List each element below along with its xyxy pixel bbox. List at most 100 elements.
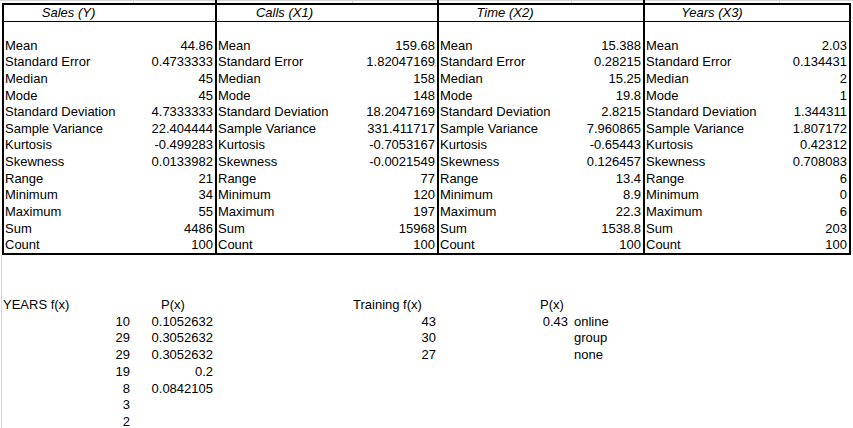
stat-value-cell[interactable]: 2.8215 (601, 104, 641, 119)
stat-label-cell[interactable]: Sample Variance (218, 121, 316, 136)
stat-value-cell[interactable]: 331.411717 (367, 121, 435, 136)
stat-value-cell[interactable]: 0.4733333 (152, 54, 213, 69)
stat-label-cell[interactable]: Sample Variance (646, 121, 744, 136)
training-category-cell[interactable]: none (574, 346, 664, 363)
stat-value-cell[interactable]: 45 (199, 88, 213, 103)
stat-label-cell[interactable]: Median (646, 71, 689, 86)
stat-value-cell[interactable]: 44.86 (180, 38, 213, 53)
stat-label-cell[interactable]: Range (646, 171, 684, 186)
stat-value-cell[interactable]: 0 (840, 187, 847, 202)
stat-label-cell[interactable]: Kurtosis (218, 137, 265, 152)
stat-value-cell[interactable]: 148 (413, 88, 435, 103)
stat-label-cell[interactable]: Mode (646, 88, 679, 103)
stat-value-cell[interactable]: 13.4 (616, 171, 641, 186)
stat-label-cell[interactable]: Standard Deviation (218, 104, 329, 119)
stat-value-cell[interactable]: 45 (199, 71, 213, 86)
training-px-cell[interactable]: 0.43 (480, 313, 568, 330)
stat-label-cell[interactable]: Mean (646, 38, 679, 53)
stat-label-cell[interactable]: Mean (218, 38, 251, 53)
training-fx-cell[interactable]: 27 (352, 346, 436, 363)
years-fx-cell[interactable]: 10 (2, 313, 130, 330)
stat-label-cell[interactable]: Maximum (440, 204, 496, 219)
years-fx-cell[interactable]: 2 (2, 413, 130, 428)
stat-label-cell[interactable]: Standard Error (646, 54, 731, 69)
stat-value-cell[interactable]: -0.0021549 (369, 154, 435, 169)
stat-label-cell[interactable]: Sum (218, 221, 245, 236)
stat-value-cell[interactable]: 15.388 (601, 38, 641, 53)
stat-label-cell[interactable]: Standard Error (218, 54, 303, 69)
stat-label-cell[interactable]: Range (440, 171, 478, 186)
years-px-cell[interactable]: 0.2 (133, 363, 213, 380)
stat-value-cell[interactable]: 34 (199, 187, 213, 202)
stat-label-cell[interactable]: Sum (440, 221, 467, 236)
stat-value-cell[interactable]: -0.7053167 (369, 137, 435, 152)
training-category-cell[interactable]: group (574, 329, 664, 346)
years-px-cell[interactable]: 0.3052632 (133, 329, 213, 346)
stat-value-cell[interactable]: 8.9 (623, 187, 641, 202)
stats-block-header[interactable]: Years (X3) (645, 5, 849, 22)
years-px-header[interactable]: P(x) (133, 296, 213, 313)
training-freq-header[interactable]: Training f(x) (353, 296, 422, 313)
stat-value-cell[interactable]: 100 (191, 237, 213, 252)
stat-value-cell[interactable]: -0.499283 (154, 137, 213, 152)
stat-label-cell[interactable]: Mode (5, 88, 38, 103)
stat-value-cell[interactable]: 0.42312 (800, 137, 847, 152)
stat-label-cell[interactable]: Mode (218, 88, 251, 103)
stat-value-cell[interactable]: 1.807172 (793, 121, 847, 136)
training-fx-cell[interactable]: 43 (352, 313, 436, 330)
stat-value-cell[interactable]: 15.25 (608, 71, 641, 86)
stat-value-cell[interactable]: 6 (840, 204, 847, 219)
stat-label-cell[interactable]: Skewness (440, 154, 499, 169)
stat-value-cell[interactable]: 21 (199, 171, 213, 186)
stats-block-header[interactable]: Time (X2) (439, 5, 643, 22)
stat-label-cell[interactable]: Sample Variance (5, 121, 103, 136)
stat-label-cell[interactable]: Minimum (5, 187, 58, 202)
years-fx-cell[interactable]: 29 (2, 346, 130, 363)
stat-label-cell[interactable]: Kurtosis (5, 137, 52, 152)
stat-value-cell[interactable]: 22.3 (616, 204, 641, 219)
stat-value-cell[interactable]: 6 (840, 171, 847, 186)
stat-value-cell[interactable]: 0.0133982 (152, 154, 213, 169)
stats-block-header[interactable]: Calls (X1) (217, 5, 437, 22)
stat-label-cell[interactable]: Minimum (646, 187, 699, 202)
years-fx-cell[interactable]: 19 (2, 363, 130, 380)
years-px-cell[interactable]: 0.3052632 (133, 346, 213, 363)
training-fx-cell[interactable]: 30 (352, 329, 436, 346)
years-fx-cell[interactable]: 3 (2, 396, 130, 413)
stat-label-cell[interactable]: Kurtosis (440, 137, 487, 152)
stat-label-cell[interactable]: Maximum (218, 204, 274, 219)
stat-label-cell[interactable]: Maximum (646, 204, 702, 219)
stat-label-cell[interactable]: Standard Deviation (440, 104, 551, 119)
stat-label-cell[interactable]: Standard Deviation (646, 104, 757, 119)
stat-label-cell[interactable]: Count (440, 237, 475, 252)
stat-label-cell[interactable]: Standard Deviation (5, 104, 116, 119)
stat-value-cell[interactable]: 15968 (399, 221, 435, 236)
stat-label-cell[interactable]: Median (440, 71, 483, 86)
years-freq-header[interactable]: YEARS f(x) (3, 296, 69, 313)
stat-value-cell[interactable]: 197 (413, 204, 435, 219)
stat-value-cell[interactable]: 100 (825, 237, 847, 252)
stat-value-cell[interactable]: 2.03 (822, 38, 847, 53)
stat-label-cell[interactable]: Range (218, 171, 256, 186)
stat-value-cell[interactable]: 100 (413, 237, 435, 252)
years-fx-cell[interactable]: 8 (2, 380, 130, 397)
stat-label-cell[interactable]: Mode (440, 88, 473, 103)
stat-label-cell[interactable]: Sum (5, 221, 32, 236)
stat-value-cell[interactable]: 18.2047169 (366, 104, 435, 119)
stat-value-cell[interactable]: 19.8 (616, 88, 641, 103)
stat-value-cell[interactable]: 22.404444 (152, 121, 213, 136)
stat-label-cell[interactable]: Sum (646, 221, 673, 236)
stat-value-cell[interactable]: 203 (825, 221, 847, 236)
stat-value-cell[interactable]: 159.68 (395, 38, 435, 53)
stat-value-cell[interactable]: 158 (413, 71, 435, 86)
years-px-cell[interactable]: 0.0842105 (133, 380, 213, 397)
years-px-cell[interactable]: 0.1052632 (133, 313, 213, 330)
stat-value-cell[interactable]: 55 (199, 204, 213, 219)
stat-label-cell[interactable]: Median (218, 71, 261, 86)
stat-label-cell[interactable]: Kurtosis (646, 137, 693, 152)
stat-value-cell[interactable]: 77 (421, 171, 435, 186)
stat-label-cell[interactable]: Skewness (5, 154, 64, 169)
stat-value-cell[interactable]: 1538.8 (601, 221, 641, 236)
stat-label-cell[interactable]: Sample Variance (440, 121, 538, 136)
stat-label-cell[interactable]: Skewness (646, 154, 705, 169)
